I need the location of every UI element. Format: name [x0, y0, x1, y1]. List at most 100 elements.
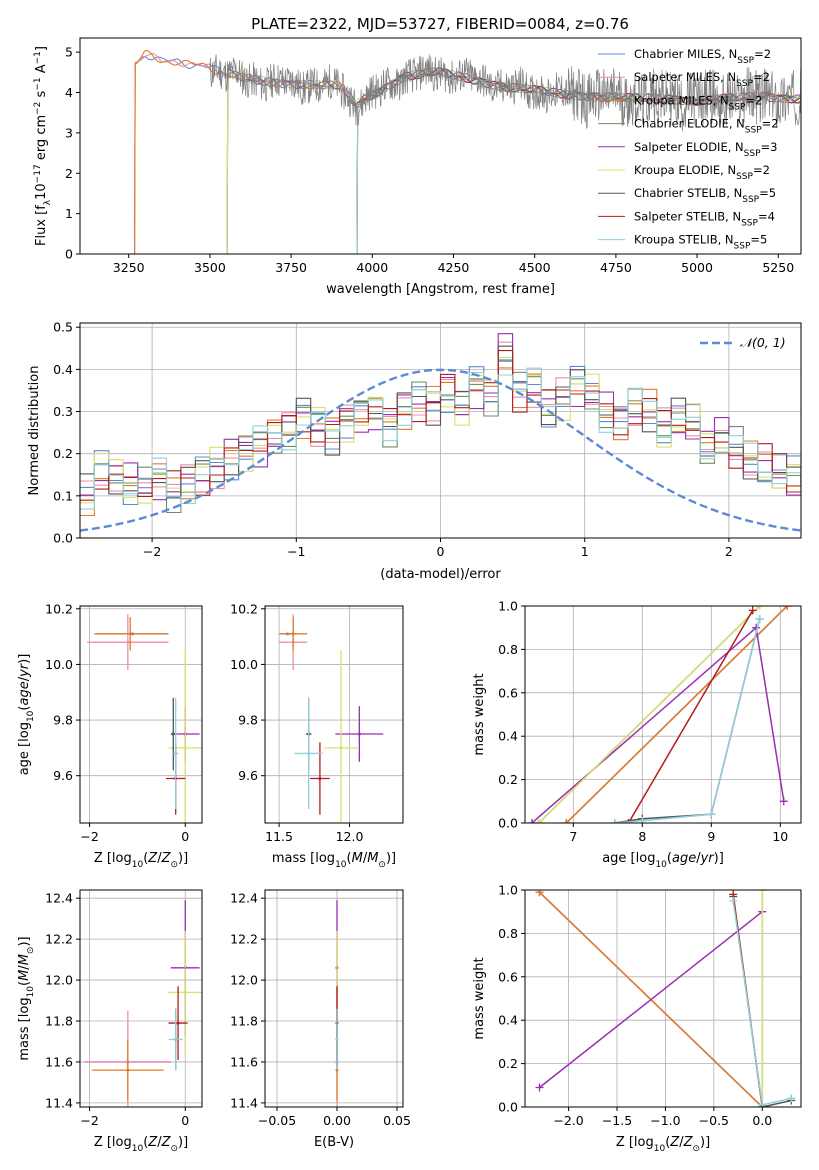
x-axis-label: mass [log10(M/M⊙)] [272, 851, 396, 870]
label-part: =5 [750, 233, 767, 247]
y-tick-label: 10.0 [45, 657, 73, 672]
y-tick-label: 0.8 [498, 642, 518, 657]
weight-marker [535, 1083, 544, 1092]
y-tick-label: 0.1 [53, 488, 73, 503]
data-point [171, 732, 175, 736]
y-tick-label: 0.6 [498, 685, 518, 700]
y-tick-label: 0.2 [53, 446, 73, 461]
panel-spectrum: 3250 3500 3750 4000 4250 4500 4750 5000 5250 0 1 2 3… [33, 37, 802, 297]
label-part: SSP [729, 102, 746, 112]
label-part: erg cm [34, 115, 49, 164]
y-tick-label: 0.2 [498, 1056, 518, 1071]
label-part: ( [17, 706, 32, 711]
weight-marker [758, 1100, 767, 1107]
x-axis-label: (data-model)/error [380, 567, 501, 582]
label-part: Z [161, 851, 172, 866]
plot-area-mass-vs-Z [84, 900, 202, 1107]
weight-marker [748, 606, 757, 615]
label-part: ⊙ [26, 947, 36, 955]
legend-entry: Salpeter MILES, NSSP=2 [634, 70, 770, 89]
x-tick-label: −2 [80, 829, 98, 844]
x-tick-label: −1.0 [650, 1113, 680, 1128]
x-tick-label: −1.5 [602, 1113, 632, 1128]
x-tick-label: 0 [437, 544, 445, 559]
y-tick-label: 12.0 [230, 973, 258, 988]
y-tick-label: 0 [65, 247, 73, 262]
weight-marker [527, 819, 536, 823]
data-point [183, 990, 187, 994]
label-part: =2 [762, 117, 779, 131]
label-part: s [34, 90, 49, 101]
panel-mass-vs-EBV: −0.05 0.00 0.05 11.4 11.6 11.8 12.0 12.2 12.4 E(B… [230, 889, 411, 1150]
label-part: SSP [736, 79, 753, 89]
label-part: 10 [654, 1144, 666, 1154]
data-point [128, 632, 132, 636]
label-part: mass [log [272, 851, 335, 866]
x-tick-label: 5000 [681, 260, 713, 275]
label-part: SSP [744, 149, 761, 159]
weight-marker [534, 819, 543, 823]
label-part: Z [147, 1135, 158, 1150]
y-tick-label: 0.6 [498, 969, 518, 984]
y-tick-label: 1 [65, 206, 73, 221]
label-part: 10 [655, 860, 667, 870]
x-tick-label: −1 [287, 544, 305, 559]
label-part: Salpeter MILES, N [634, 70, 736, 84]
label-part: )] [17, 936, 32, 946]
y-tick-label: 9.8 [238, 713, 258, 728]
weight-marker [729, 896, 738, 905]
label-part: Z [147, 851, 158, 866]
label-part: 10 [34, 183, 49, 200]
y-tick-label: 11.6 [45, 1054, 73, 1069]
y-tick-label: 10.0 [230, 657, 258, 672]
label-part: )] [700, 1135, 710, 1150]
page-title: PLATE=2322, MJD=53727, FIBERID=0084, z=0… [251, 15, 629, 33]
x-tick-label: 10 [772, 829, 788, 844]
label-part: Flux [f [34, 205, 49, 246]
label-part: )] [714, 851, 724, 866]
x-tick-label: 11.5 [265, 829, 293, 844]
label-part: SSP [745, 126, 762, 136]
x-tick-label: 2 [725, 544, 733, 559]
plot-area-age-vs-mass [279, 614, 384, 823]
y-tick-label: 11.4 [230, 1095, 258, 1110]
weight-marker [610, 819, 619, 823]
x-tick-label: 7 [569, 829, 577, 844]
y-tick-label: 12.4 [230, 891, 258, 906]
label-part: age [log [602, 851, 655, 866]
label-part: =4 [758, 209, 775, 223]
label-part: 10 [26, 986, 36, 998]
axes-frame [264, 889, 404, 1108]
plot-area-weight-vs-age [527, 606, 792, 823]
y-axis-label: mass [log10(M/M⊙)] [17, 936, 36, 1060]
label-part: yr [700, 851, 716, 866]
weight-marker [624, 819, 633, 823]
label-part: ( [143, 1135, 148, 1150]
label-part: ( [143, 851, 148, 866]
x-tick-label: 4250 [438, 260, 470, 275]
histogram-step [80, 367, 801, 510]
axes-frame [79, 605, 203, 824]
gaussian-curve [80, 368, 801, 532]
label-part: A [34, 64, 49, 77]
label-part: Kroupa ELODIE, N [634, 163, 736, 177]
label-part: / [696, 851, 701, 866]
y-tick-label: 3 [65, 125, 73, 140]
label-part: 10 [132, 1144, 144, 1154]
weight-marker [783, 606, 792, 610]
axes-frame [79, 889, 203, 1108]
label-part: Chabrier STELIB, N [634, 186, 742, 200]
label-part: Chabrier ELODIE, N [634, 117, 745, 131]
label-part: )] [178, 851, 188, 866]
y-tick-label: 0.8 [498, 926, 518, 941]
x-tick-label: 3750 [275, 260, 307, 275]
weight-marker [758, 890, 767, 894]
legend-entry: Kroupa STELIB, NSSP=5 [634, 233, 767, 252]
y-tick-label: 11.8 [230, 1014, 258, 1029]
y-tick-label: 5 [65, 45, 73, 60]
label-part: Z [683, 1135, 694, 1150]
y-axis-label: mass weight [472, 673, 487, 755]
histogram-step [80, 333, 801, 501]
